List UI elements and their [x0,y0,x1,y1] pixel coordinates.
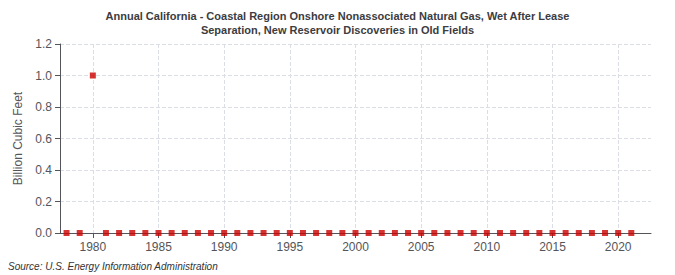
svg-text:0.4: 0.4 [35,163,52,177]
svg-text:Billion Cubic Feet: Billion Cubic Feet [11,91,25,185]
svg-text:2005: 2005 [408,240,435,254]
svg-text:1990: 1990 [211,240,238,254]
svg-text:1.0: 1.0 [35,69,52,83]
svg-text:1995: 1995 [276,240,303,254]
svg-text:2020: 2020 [605,240,632,254]
svg-text:2000: 2000 [342,240,369,254]
svg-text:Separation, New Reservoir Disc: Separation, New Reservoir Discoveries in… [201,24,474,36]
svg-text:2010: 2010 [473,240,500,254]
svg-text:0.0: 0.0 [35,226,52,240]
svg-text:0.2: 0.2 [35,195,52,209]
svg-text:1980: 1980 [79,240,106,254]
svg-text:1.2: 1.2 [35,37,52,51]
svg-text:Annual California - Coastal Re: Annual California - Coastal Region Onsho… [106,10,570,22]
svg-text:0.6: 0.6 [35,132,52,146]
svg-text:1985: 1985 [145,240,172,254]
svg-text:2015: 2015 [539,240,566,254]
svg-text:Source: U.S. Energy Informatio: Source: U.S. Energy Information Administ… [8,261,218,272]
svg-text:0.8: 0.8 [35,100,52,114]
